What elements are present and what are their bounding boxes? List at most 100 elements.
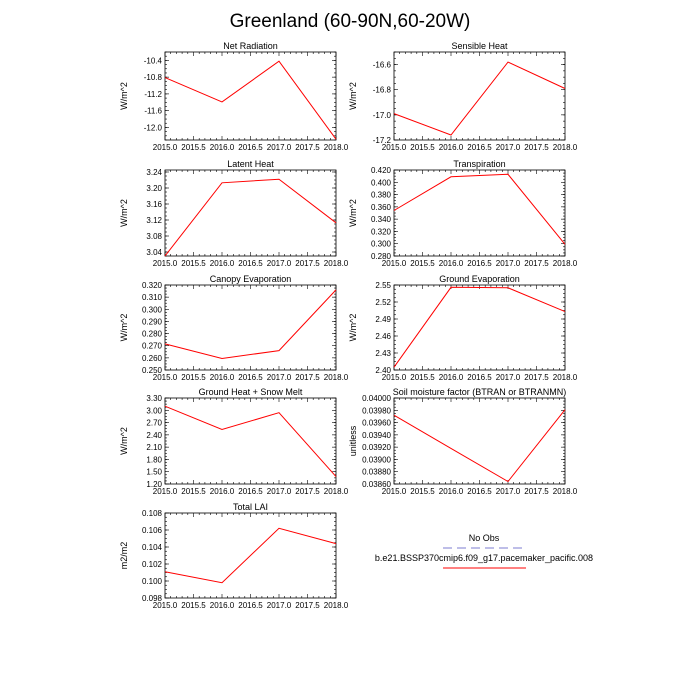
y-tick-label: 0.300 [371, 240, 392, 249]
y-tick-label: 1.80 [146, 455, 162, 464]
y-tick-label: 3.08 [146, 232, 162, 241]
y-tick-label: 0.270 [142, 342, 163, 351]
x-tick-label: 2016.0 [210, 259, 235, 268]
x-tick-label: 2015.0 [153, 259, 178, 268]
y-tick-label: 0.310 [142, 293, 163, 302]
x-tick-label: 2015.0 [382, 143, 407, 152]
y-axis-label: W/m^2 [119, 314, 129, 342]
y-tick-label: 0.280 [371, 252, 392, 261]
x-tick-label: 2016.5 [467, 373, 492, 382]
y-tick-label: 2.46 [375, 332, 391, 341]
y-tick-label: 0.03900 [362, 455, 391, 464]
series-line [393, 173, 566, 245]
series-line [393, 286, 566, 368]
x-tick-label: 2015.5 [181, 373, 206, 382]
panel-5: Ground Evaporation W/m^2 2015.0 2015.5 2016.… [348, 274, 578, 382]
y-axis-label: W/m^2 [348, 314, 358, 342]
plot-frame [393, 284, 566, 371]
y-tick-label: 2.10 [146, 443, 162, 452]
y-tick-label: 2.49 [375, 315, 391, 324]
x-tick-label: 2017.5 [524, 259, 549, 268]
x-tick-label: 2016.5 [238, 373, 263, 382]
y-tick-label: 1.20 [146, 480, 162, 489]
x-tick-label: 2016.0 [210, 601, 235, 610]
panel-4: Canopy Evaporation W/m^2 2015.0 2015.5 2016.… [119, 274, 349, 382]
series-line [164, 527, 337, 584]
x-tick-label: 2015.0 [382, 373, 407, 382]
panel-title: Total LAI [233, 502, 268, 512]
y-axis-label: m2/m2 [119, 542, 129, 570]
y-tick-label: 0.106 [142, 526, 163, 535]
x-tick-label: 2017.0 [496, 487, 521, 496]
y-tick-label: 0.320 [371, 227, 392, 236]
y-tick-label: -12.0 [144, 123, 163, 132]
y-tick-label: 0.104 [142, 543, 163, 552]
x-tick-label: 2017.0 [267, 143, 292, 152]
y-tick-label: 0.03880 [362, 468, 391, 477]
x-tick-label: 2016.0 [439, 259, 464, 268]
y-tick-label: 0.250 [142, 366, 163, 375]
y-tick-label: 0.03920 [362, 443, 391, 452]
y-tick-label: -10.8 [144, 73, 163, 82]
y-tick-label: 1.50 [146, 468, 162, 477]
x-tick-label: 2017.5 [524, 143, 549, 152]
x-tick-label: 2017.5 [524, 487, 549, 496]
y-tick-label: -17.0 [373, 111, 392, 120]
x-tick-label: 2015.5 [410, 143, 435, 152]
y-tick-label: 0.400 [371, 178, 392, 187]
x-tick-label: 2015.0 [382, 487, 407, 496]
y-tick-label: 0.03860 [362, 480, 391, 489]
y-tick-label: 0.290 [142, 317, 163, 326]
y-tick-label: 0.300 [142, 305, 163, 314]
y-tick-label: 0.340 [371, 215, 392, 224]
x-tick-label: 2016.5 [238, 487, 263, 496]
plot-frame [164, 51, 337, 141]
x-tick-label: 2017.0 [267, 259, 292, 268]
panel-8: Total LAI m2/m2 2015.0 2015.5 2016.0 2016.5 20… [119, 502, 349, 610]
x-tick-label: 2015.5 [181, 601, 206, 610]
y-tick-label: 3.12 [146, 216, 162, 225]
y-tick-label: 3.04 [146, 248, 162, 257]
y-tick-label: 0.320 [142, 281, 163, 290]
x-tick-label: 2015.0 [382, 259, 407, 268]
y-tick-label: 3.16 [146, 200, 162, 209]
y-axis-label: W/m^2 [348, 199, 358, 227]
x-tick-label: 2015.0 [153, 373, 178, 382]
x-tick-label: 2018.0 [324, 143, 349, 152]
x-tick-label: 2017.0 [496, 143, 521, 152]
x-tick-label: 2017.5 [295, 487, 320, 496]
y-tick-label: -17.2 [373, 136, 392, 145]
y-tick-label: 0.102 [142, 560, 163, 569]
panel-title: Ground Evaporation [439, 274, 520, 284]
x-tick-label: 2018.0 [553, 373, 578, 382]
x-tick-label: 2016.5 [467, 487, 492, 496]
series-line [164, 405, 337, 477]
y-axis-label: W/m^2 [119, 82, 129, 110]
series-line [393, 61, 566, 136]
x-tick-label: 2016.5 [238, 601, 263, 610]
legend-label-model: b.e21.BSSP370cmip6.f09_g17.pacemaker_pac… [375, 553, 593, 563]
legend: No Obs b.e21.BSSP370cmip6.f09_g17.pacemak… [375, 533, 593, 569]
y-axis-label: W/m^2 [348, 82, 358, 110]
y-tick-label: 3.24 [146, 168, 162, 177]
x-tick-label: 2018.0 [324, 487, 349, 496]
x-tick-label: 2015.5 [181, 143, 206, 152]
x-tick-label: 2015.5 [410, 259, 435, 268]
x-tick-label: 2018.0 [553, 143, 578, 152]
x-tick-label: 2016.5 [467, 143, 492, 152]
x-tick-label: 2016.0 [210, 487, 235, 496]
series-line [393, 409, 566, 483]
figure-title: Greenland (60-90N,60-20W) [230, 11, 471, 32]
y-tick-label: 2.52 [375, 298, 391, 307]
y-tick-label: 0.03960 [362, 419, 391, 428]
y-tick-label: 2.55 [375, 281, 391, 290]
panel-title: Latent Heat [227, 159, 274, 169]
x-tick-label: 2016.5 [238, 143, 263, 152]
y-tick-label: 0.03940 [362, 431, 391, 440]
x-tick-label: 2017.5 [524, 373, 549, 382]
y-tick-label: 0.380 [371, 191, 392, 200]
plot-frame [393, 51, 566, 141]
x-tick-label: 2017.0 [267, 487, 292, 496]
x-tick-label: 2016.0 [439, 143, 464, 152]
series-line [164, 289, 337, 360]
